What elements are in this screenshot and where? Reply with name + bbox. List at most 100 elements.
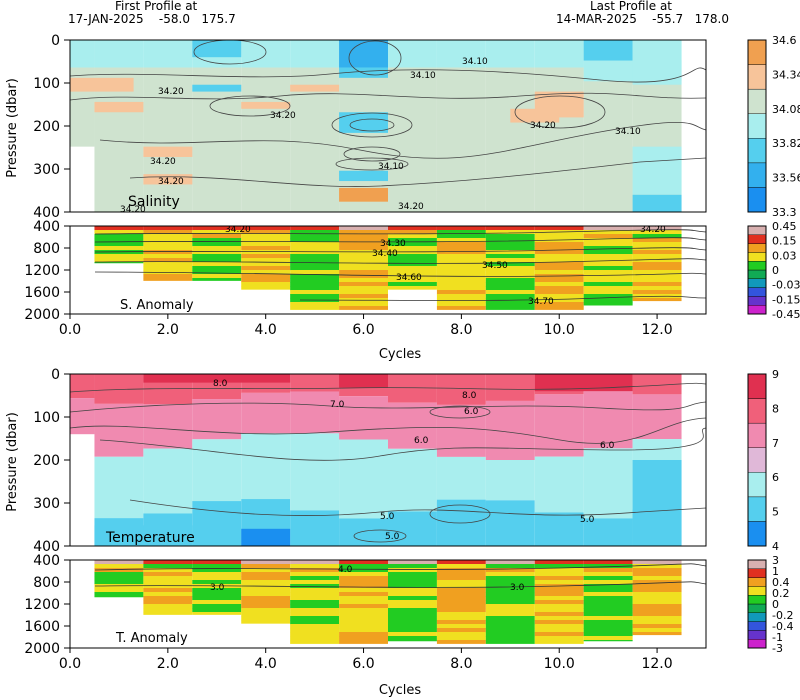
anomaly-cell	[436, 588, 486, 593]
temperature-cell	[143, 404, 193, 449]
temperature-patch	[339, 374, 388, 388]
colorbar-label: -0.4	[772, 620, 793, 633]
anomaly-cell	[534, 608, 584, 613]
anomaly-cell	[388, 282, 437, 287]
anomaly-cell	[388, 258, 437, 263]
temperature-cell	[143, 448, 193, 514]
anomaly-cell	[339, 576, 388, 581]
anomaly-cell	[339, 258, 388, 263]
contour-label: 34.10	[462, 57, 488, 67]
anomaly-cell	[388, 600, 437, 605]
anomaly-cell	[388, 560, 437, 565]
salinity-patch	[632, 40, 682, 85]
anomaly-cell	[436, 306, 486, 310]
anomaly-cell	[436, 254, 486, 259]
colorbar-label: 1	[772, 565, 779, 578]
anomaly-cell	[485, 588, 535, 593]
colorbar-label: 5	[772, 506, 779, 519]
anomaly-cell	[241, 250, 291, 255]
y-tick-label: 200	[33, 119, 60, 135]
x-tick-label: 4.0	[255, 656, 277, 672]
salinity-anomaly-field	[94, 226, 682, 310]
anomaly-cell	[632, 624, 682, 629]
anomaly-cell	[339, 274, 388, 279]
anomaly-cell	[436, 226, 486, 231]
anomaly-cell	[632, 234, 682, 239]
temperature-cell	[388, 448, 437, 512]
temperature-anomaly-x-axis-label: Cycles	[379, 683, 422, 698]
anomaly-cell	[436, 612, 486, 617]
anomaly-cell	[94, 564, 144, 569]
anomaly-cell	[436, 294, 486, 299]
anomaly-cell	[534, 258, 584, 263]
contour-label: 34.10	[378, 162, 404, 172]
anomaly-cell	[143, 250, 193, 255]
anomaly-cell	[143, 230, 193, 235]
salinity-cell	[241, 67, 291, 213]
colorbar-swatch	[747, 559, 767, 570]
anomaly-cell	[388, 230, 437, 235]
anomaly-cell	[485, 238, 535, 243]
temperature-anomaly-colorbar: 310.40.20-0.2-0.4-1-3	[747, 554, 793, 655]
contour-label: 4.0	[338, 565, 353, 575]
contour-label: 7.0	[330, 400, 345, 410]
colorbar-label: -0.03	[772, 279, 800, 292]
y-tick-label: 0	[51, 33, 60, 49]
salinity-anomaly-colorbar: 0.45 0.150.03 0 -0.03-0.15 -0.45	[747, 220, 800, 321]
anomaly-cell	[339, 246, 388, 251]
anomaly-cell	[339, 290, 388, 295]
anomaly-cell	[339, 612, 388, 617]
anomaly-cell	[632, 254, 682, 259]
anomaly-cell	[192, 250, 242, 255]
salinity-patch	[192, 40, 242, 58]
salinity-anomaly-contours	[94, 229, 707, 301]
colorbar-swatch	[747, 422, 767, 448]
colorbar-label: 33.82	[772, 137, 800, 150]
anomaly-cell	[143, 584, 193, 589]
anomaly-cell	[143, 262, 193, 267]
anomaly-cell	[436, 628, 486, 633]
colorbar-label: 33.56	[772, 172, 800, 185]
contour-label: 34.10	[410, 71, 436, 81]
y-tick-label: 1600	[24, 285, 60, 301]
x-tick-label: 8.0	[450, 656, 472, 672]
anomaly-cell	[192, 588, 242, 593]
colorbar-swatch	[747, 296, 767, 306]
contour-label: 6.0	[600, 441, 615, 451]
anomaly-cell	[534, 294, 584, 299]
salinity-cell	[290, 40, 340, 68]
salinity-anomaly-y-ticks: 400 800 1200 1600 2000	[24, 219, 70, 323]
anomaly-cell	[534, 568, 584, 573]
salinity-cell	[534, 40, 584, 68]
temperature-cell	[534, 394, 584, 457]
anomaly-cell	[632, 584, 682, 589]
colorbar-swatch	[747, 187, 767, 213]
x-tick-label: 0.0	[59, 656, 81, 672]
anomaly-cell	[143, 274, 193, 279]
salinity-title: Salinity	[128, 194, 180, 210]
anomaly-cell	[192, 238, 242, 243]
salinity-patch	[339, 40, 388, 68]
anomaly-cell	[534, 592, 584, 597]
anomaly-cell	[241, 608, 291, 613]
anomaly-cell	[192, 604, 242, 609]
anomaly-cell	[436, 636, 486, 641]
anomaly-cell	[632, 282, 682, 287]
anomaly-cell	[388, 568, 437, 573]
anomaly-cell	[632, 588, 682, 593]
anomaly-cell	[632, 564, 682, 569]
colorbar-swatch	[747, 243, 767, 253]
salinity-patch	[339, 187, 388, 202]
temperature-cell	[339, 396, 388, 440]
anomaly-cell	[388, 612, 437, 617]
anomaly-cell	[388, 592, 437, 597]
salinity-y-axis-label: Pressure (dbar)	[5, 78, 20, 178]
anomaly-cell	[485, 290, 535, 295]
anomaly-cell	[436, 580, 486, 585]
anomaly-cell	[388, 588, 437, 593]
anomaly-cell	[339, 584, 388, 589]
colorbar-swatch	[747, 639, 767, 649]
anomaly-cell	[192, 234, 242, 239]
anomaly-cell	[192, 254, 242, 259]
anomaly-cell	[388, 226, 437, 231]
